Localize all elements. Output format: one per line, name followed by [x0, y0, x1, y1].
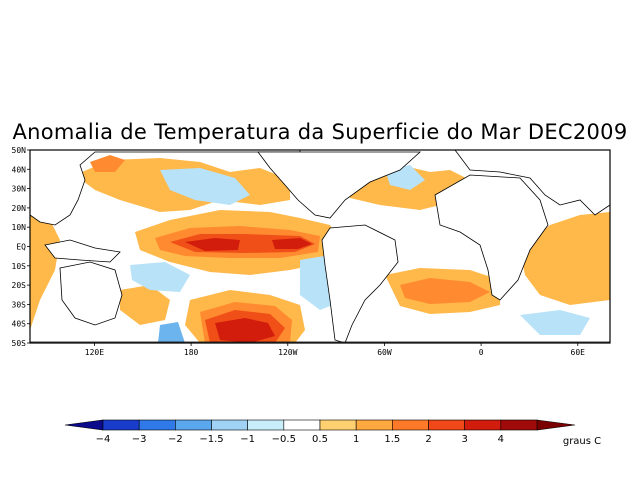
colorbar-tick-label: −4 [96, 434, 111, 445]
lat-tick-label: EQ [16, 243, 26, 252]
lon-tick-label: 180 [184, 348, 199, 357]
colorbar-tick-label: −3 [132, 434, 147, 445]
cold-anomaly-strong-southern [158, 322, 185, 343]
colorbar-tick-label: 1 [353, 434, 359, 445]
colorbar-tick-label: −1.5 [199, 434, 223, 445]
colorbar-swatch [211, 419, 248, 431]
colorbar-tick-label: 2 [425, 434, 431, 445]
colorbar-tick-label: 1.5 [384, 434, 400, 445]
lon-tick-label: 120E [85, 348, 104, 357]
warm-anomaly-australia-region [30, 205, 60, 330]
warm-anomaly-indian-ocean [520, 212, 610, 305]
cold-anomaly-south-indian [520, 310, 590, 335]
cold-anomaly-subtropical-pacific [160, 168, 250, 205]
lat-tick-label: 50S [12, 339, 27, 348]
lon-tick-label: 120W [278, 348, 297, 357]
colorbar-swatch [247, 419, 285, 431]
lat-tick-label: 10N [12, 223, 27, 232]
land-masses [30, 150, 610, 343]
lat-tick-label: 20N [12, 204, 27, 213]
colorbar-swatch [428, 419, 465, 431]
warm-core-east-pacific [272, 238, 312, 249]
lat-tick-label: 20S [12, 281, 27, 290]
colorbar-unit-label: graus C [563, 436, 601, 447]
lat-tick-label: 40N [12, 165, 27, 174]
warm-mod-south-atlantic [400, 278, 490, 304]
land-africa [434, 174, 549, 301]
land-south-america [321, 224, 399, 343]
colorbar-swatch [319, 419, 357, 431]
colorbar-tick-label: −1 [240, 434, 255, 445]
colorbar: −4 −3 −2 −1.5 −1 −0.5 0.5 1 1.5 2 3 4 [64, 419, 576, 445]
land-north-america [257, 151, 422, 219]
longitude-axis: 120E 180 120W 60W 0 60E [85, 343, 585, 357]
colorbar-tick-label: 3 [461, 434, 467, 445]
colorbar-tick-label: 0.5 [312, 434, 328, 445]
lat-tick-label: 30N [12, 185, 27, 194]
warm-core-central-pacific [185, 238, 240, 251]
latitude-axis: 50N 40N 30N 20N 10N EQ 10S 20S 30S 40S 50S [12, 146, 30, 348]
warm-core-south-pacific [215, 318, 275, 343]
anomaly-field [30, 154, 610, 343]
warm-anomaly-west-pacific [120, 285, 170, 325]
colorbar-swatch [175, 419, 212, 431]
colorbar-tick-label: −2 [168, 434, 183, 445]
colorbar-min-triangle [64, 419, 104, 431]
lat-tick-label: 30S [12, 300, 27, 309]
colorbar-tick-label: −0.5 [272, 434, 296, 445]
colorbar-swatch [392, 419, 429, 431]
colorbar-swatch [464, 419, 502, 431]
colorbar-swatch [102, 419, 140, 431]
land-europe-asia-east [454, 150, 610, 216]
lat-tick-label: 10S [12, 262, 27, 271]
land-indonesia [44, 239, 121, 263]
cold-anomaly-south-west-pacific [130, 262, 190, 292]
lon-tick-label: 60W [377, 348, 392, 357]
land-australia [59, 261, 123, 326]
colorbar-swatch [500, 419, 538, 431]
lat-tick-label: 40S [12, 320, 27, 329]
warm-mod-north-pacific [90, 155, 125, 172]
colorbar-tick-label: 4 [498, 434, 504, 445]
colorbar-swatch [355, 419, 393, 431]
map-title: Anomalia de Temperatura da Superficie do… [12, 120, 628, 144]
lat-tick-label: 50N [12, 146, 27, 155]
lon-tick-label: 0 [479, 348, 484, 357]
colorbar-max-triangle [536, 419, 576, 431]
colorbar-swatch [283, 419, 321, 431]
colorbar-swatch [138, 419, 176, 431]
lon-tick-label: 60E [571, 348, 586, 357]
